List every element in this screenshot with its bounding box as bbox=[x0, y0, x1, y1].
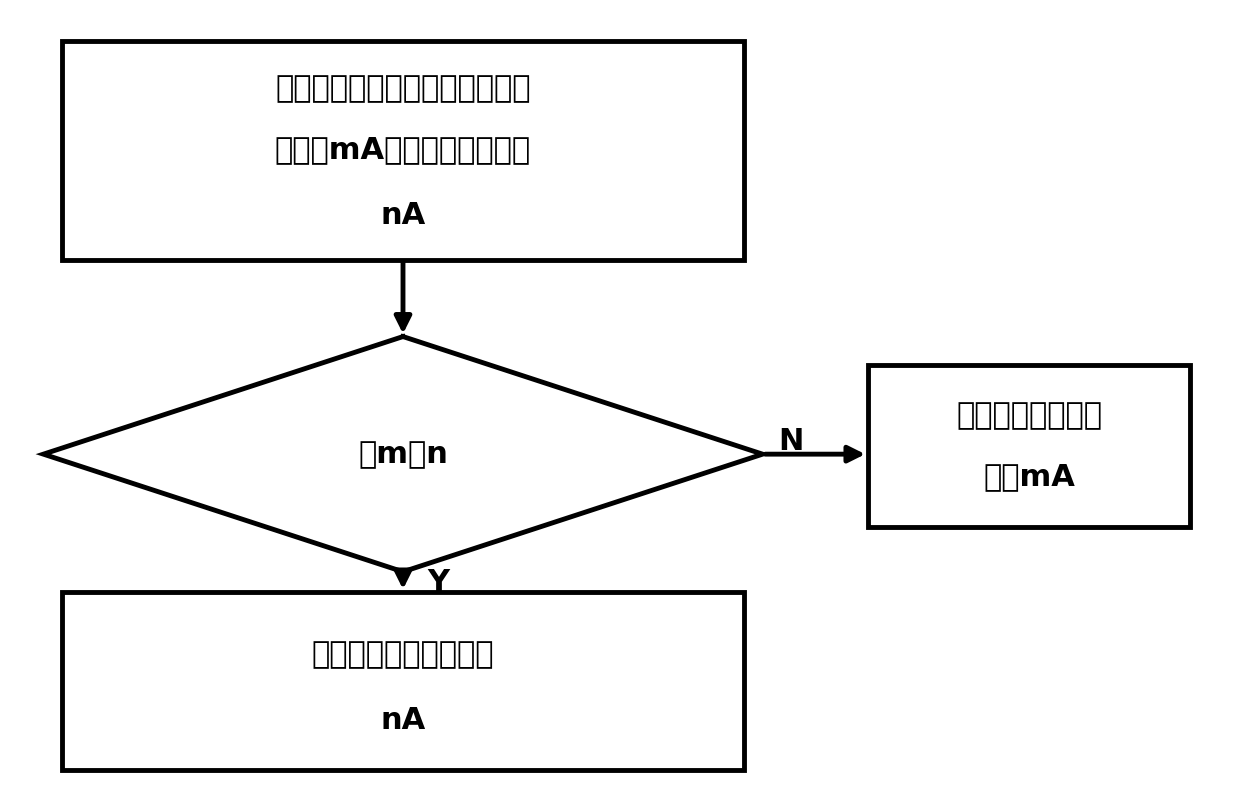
Bar bbox=[868, 365, 1190, 527]
Text: 车辆行騶：电池当前的放电电流: 车辆行騶：电池当前的放电电流 bbox=[275, 75, 531, 103]
Bar bbox=[62, 592, 744, 770]
Text: N: N bbox=[779, 427, 804, 457]
Text: 若m＞n: 若m＞n bbox=[358, 440, 448, 469]
Text: Y: Y bbox=[428, 568, 450, 597]
Text: 整车的实际放电电流为: 整车的实际放电电流为 bbox=[311, 640, 495, 669]
Text: nA: nA bbox=[381, 201, 425, 230]
Text: nA: nA bbox=[381, 706, 425, 735]
Text: 整车的实际放电电: 整车的实际放电电 bbox=[956, 401, 1102, 430]
Bar bbox=[62, 41, 744, 260]
Text: 限值为mA，整车需求电流为: 限值为mA，整车需求电流为 bbox=[275, 135, 531, 165]
Text: 流为mA: 流为mA bbox=[983, 462, 1075, 491]
